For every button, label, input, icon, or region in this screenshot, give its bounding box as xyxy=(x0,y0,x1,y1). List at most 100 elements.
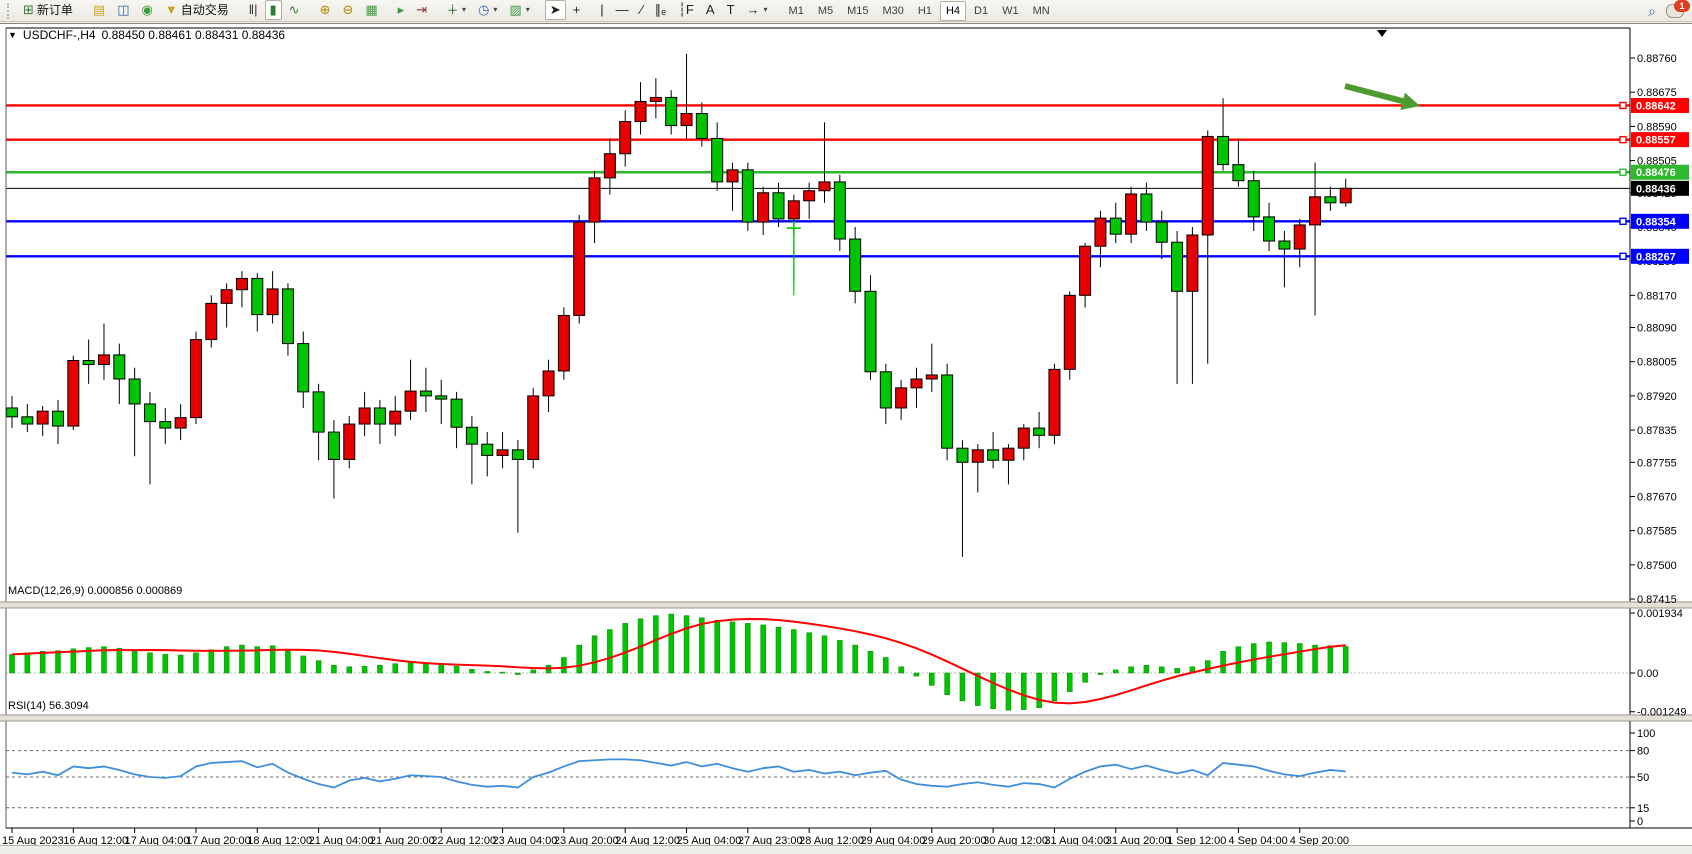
search-icon[interactable]: ⌕ xyxy=(1648,2,1656,19)
svg-text:0.88505: 0.88505 xyxy=(1637,156,1677,168)
bar-chart-icon: ‖| xyxy=(248,2,258,18)
svg-text:28 Aug 12:00: 28 Aug 12:00 xyxy=(799,835,864,846)
text-label-icon: T xyxy=(726,2,735,18)
svg-text:-0.001249: -0.001249 xyxy=(1637,707,1687,719)
svg-text:24 Aug 12:00: 24 Aug 12:00 xyxy=(615,835,680,846)
chart-canvas[interactable]: 0.887600.886750.885900.885050.884250.883… xyxy=(0,24,1692,846)
line-chart-button[interactable]: ∿ xyxy=(284,0,305,20)
timeframe-m15-button[interactable]: M15 xyxy=(847,5,869,18)
timeframe-mn-button[interactable]: MN xyxy=(1032,5,1050,18)
navigator-button[interactable]: ◉ xyxy=(137,0,158,20)
new-order-button[interactable]: ⊞ 新订单 xyxy=(18,0,78,20)
svg-text:0.88642: 0.88642 xyxy=(1636,100,1676,112)
svg-text:0.87500: 0.87500 xyxy=(1637,560,1677,572)
chart-shift-button[interactable]: ⇥ xyxy=(411,0,432,20)
timeframe-h4-button[interactable]: H4 xyxy=(939,1,967,22)
autotrading-icon: ▼ xyxy=(164,2,178,18)
trendline-icon: ∕ xyxy=(640,2,643,18)
timeframe-d1-button[interactable]: D1 xyxy=(974,5,989,18)
chevron-down-icon: ▾ xyxy=(525,4,530,14)
zoom-in-button[interactable]: ⊕ xyxy=(315,0,336,20)
chart-shift-icon: ⇥ xyxy=(416,2,428,18)
market-watch-button[interactable]: ▤ xyxy=(88,0,110,20)
chevron-down-icon: ▾ xyxy=(763,4,768,14)
new-order-icon: ⊞ xyxy=(23,2,34,18)
svg-text:0.88090: 0.88090 xyxy=(1637,323,1677,335)
svg-text:100: 100 xyxy=(1637,728,1655,740)
svg-text:1 Sep 12:00: 1 Sep 12:00 xyxy=(1167,835,1226,846)
tile-windows-icon: ▦ xyxy=(365,2,378,18)
vertical-line-button[interactable]: | xyxy=(595,0,608,20)
data-window-button[interactable]: ◫ xyxy=(112,0,134,20)
svg-text:21 Aug 20:00: 21 Aug 20:00 xyxy=(370,835,435,846)
new-order-button-label: 新订单 xyxy=(36,2,73,17)
chart-shift-marker[interactable] xyxy=(1377,30,1387,37)
indicators-icon: ∔ xyxy=(447,2,459,18)
autotrading-button-label: 自动交易 xyxy=(180,2,229,17)
svg-text:30 Aug 12:00: 30 Aug 12:00 xyxy=(983,835,1048,846)
svg-text:0.87415: 0.87415 xyxy=(1637,594,1677,606)
svg-text:80: 80 xyxy=(1637,746,1649,758)
text-icon: A xyxy=(705,2,715,18)
timeframe-h1-button[interactable]: H1 xyxy=(917,5,932,18)
svg-text:31 Aug 20:00: 31 Aug 20:00 xyxy=(1106,835,1171,846)
svg-text:15: 15 xyxy=(1637,803,1649,815)
indicators-button[interactable]: ∔ ▾ xyxy=(442,0,471,20)
periods-icon: ◷ xyxy=(478,2,490,18)
svg-text:0.88005: 0.88005 xyxy=(1637,357,1677,369)
equidistant-channel-button[interactable]: ∥ₑ xyxy=(650,0,671,20)
templates-button[interactable]: ▨ ▾ xyxy=(504,0,534,20)
svg-text:0.88354: 0.88354 xyxy=(1636,216,1677,228)
timeframe-w1-button[interactable]: W1 xyxy=(1002,5,1019,18)
svg-text:0.001934: 0.001934 xyxy=(1637,608,1683,620)
svg-text:0.88675: 0.88675 xyxy=(1637,87,1677,99)
svg-text:0.88557: 0.88557 xyxy=(1636,135,1676,147)
svg-text:0.87920: 0.87920 xyxy=(1637,391,1677,403)
candlestick-button[interactable]: ▮ xyxy=(264,0,282,20)
horizontal-line-button[interactable]: — xyxy=(611,0,634,20)
zoom-in-icon: ⊕ xyxy=(319,2,331,18)
fibonacci-icon: ┆F xyxy=(678,2,694,18)
toolbar: ⊞ 新订单 ▤ ◫ ◉ ▼ 自动交易 ‖| ▮ ∿ ⊕ ⊖ ▦ ▸ ⇥ ∔ ▾ ◷ ▾ ▨ ▾ ➤ + | — ∕ ∥ₑ ┆F A T → ▾… xyxy=(0,0,1692,22)
tile-windows-button[interactable]: ▦ xyxy=(360,0,382,20)
chart-window[interactable]: 0.887600.886750.885900.885050.884250.883… xyxy=(0,23,1692,846)
auto-scroll-button[interactable]: ▸ xyxy=(393,0,410,20)
svg-text:22 Aug 12:00: 22 Aug 12:00 xyxy=(431,835,496,846)
data-window-icon: ◫ xyxy=(117,2,130,18)
autotrading-button[interactable]: ▼ 自动交易 xyxy=(160,0,234,20)
svg-text:27 Aug 23:00: 27 Aug 23:00 xyxy=(738,835,803,846)
arrows-button[interactable]: → ▾ xyxy=(742,0,773,20)
svg-text:17 Aug 04:00: 17 Aug 04:00 xyxy=(125,835,190,846)
svg-text:0.88476: 0.88476 xyxy=(1636,167,1676,179)
text-button[interactable]: A xyxy=(701,0,720,20)
toolbar-grip[interactable] xyxy=(7,2,14,19)
zoom-out-button[interactable]: ⊖ xyxy=(337,0,358,20)
crosshair-button[interactable]: + xyxy=(568,0,586,20)
svg-text:4 Sep 04:00: 4 Sep 04:00 xyxy=(1228,835,1287,846)
svg-text:15 Aug 2023: 15 Aug 2023 xyxy=(2,835,64,846)
trendline-button[interactable]: ∕ xyxy=(636,0,648,20)
arrows-icon: → xyxy=(746,2,760,18)
periods-button[interactable]: ◷ ▾ xyxy=(473,0,502,20)
notification-badge: 1 xyxy=(1674,0,1690,12)
svg-text:0: 0 xyxy=(1637,816,1643,828)
svg-text:31 Aug 04:00: 31 Aug 04:00 xyxy=(1044,835,1109,846)
bar-chart-button[interactable]: ‖| xyxy=(244,0,263,20)
timeframe-m1-button[interactable]: M1 xyxy=(788,5,804,18)
auto-scroll-icon: ▸ xyxy=(397,2,405,18)
svg-text:21 Aug 04:00: 21 Aug 04:00 xyxy=(309,835,374,846)
svg-text:23 Aug 20:00: 23 Aug 20:00 xyxy=(554,835,619,846)
chevron-down-icon: ▾ xyxy=(462,4,467,14)
line-chart-icon: ∿ xyxy=(288,2,300,18)
text-label-button[interactable]: T xyxy=(722,0,740,20)
horizontal-line-icon: — xyxy=(615,2,629,18)
svg-text:17 Aug 20:00: 17 Aug 20:00 xyxy=(186,835,251,846)
cursor-button[interactable]: ➤ xyxy=(544,0,566,20)
fibonacci-button[interactable]: ┆F xyxy=(673,0,699,20)
timeframe-m5-button[interactable]: M5 xyxy=(817,5,834,18)
trend-arrow-object[interactable] xyxy=(1400,92,1420,111)
status-strip xyxy=(0,845,1692,854)
svg-text:29 Aug 20:00: 29 Aug 20:00 xyxy=(922,835,987,846)
timeframe-m30-button[interactable]: M30 xyxy=(882,5,904,18)
notifications-icon[interactable]: 1 xyxy=(1666,0,1690,18)
